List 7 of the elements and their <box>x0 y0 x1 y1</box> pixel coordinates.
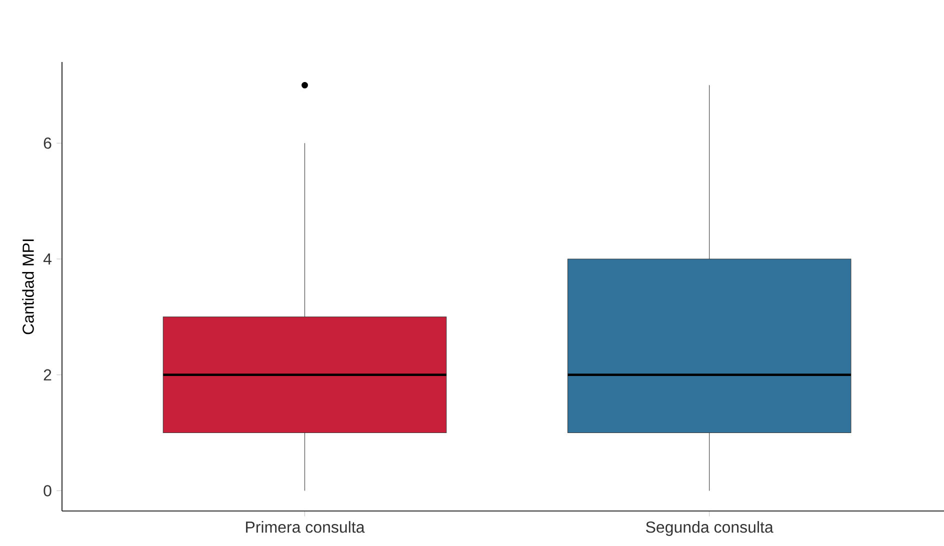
y-tick-label: 4 <box>43 253 52 264</box>
y-axis-title: Cantidad MPI <box>22 240 34 334</box>
y-tick-label: 0 <box>44 485 52 496</box>
y-tick-label: 2 <box>44 369 52 380</box>
x-tick-label: Primera consulta <box>246 521 365 533</box>
x-tick-label: Segunda consulta <box>646 521 774 536</box>
y-tick-label: 6 <box>44 137 52 149</box>
